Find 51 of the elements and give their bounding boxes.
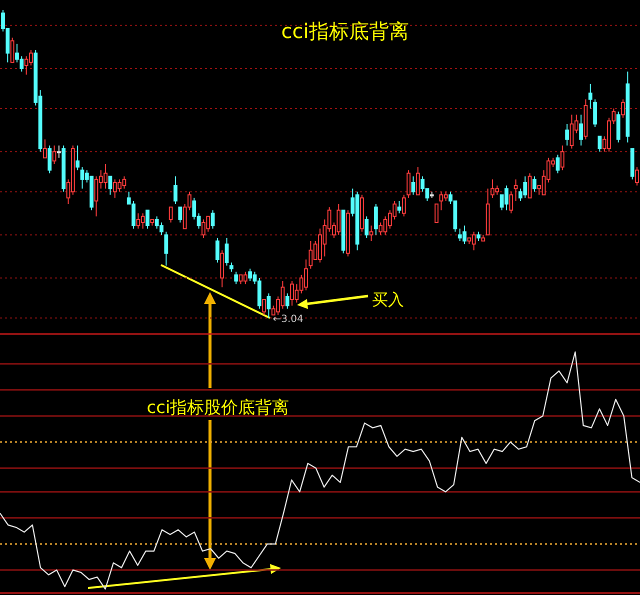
candlestick: [621, 98, 625, 118]
candlestick: [43, 138, 47, 158]
candlestick: [560, 145, 564, 171]
candlestick: [146, 210, 150, 230]
candlestick: [444, 191, 448, 202]
candlestick: [234, 271, 238, 285]
candlestick: [378, 222, 383, 236]
candlestick: [76, 145, 80, 171]
candlestick: [266, 292, 271, 318]
candlestick: [528, 172, 532, 198]
candlestick: [402, 194, 406, 217]
candlestick: [108, 176, 112, 196]
candlestick: [224, 237, 229, 266]
candlestick: [248, 268, 252, 282]
candlestick: [374, 204, 378, 236]
annotation: ←3.04: [272, 314, 304, 325]
candlestick: [476, 231, 480, 242]
candlestick: [168, 206, 173, 224]
candlestick: [514, 178, 518, 202]
candlestick: [635, 166, 639, 186]
candlestick: [588, 83, 592, 110]
candlestick: [174, 176, 178, 205]
candlestick: [397, 200, 402, 214]
candlestick: [406, 170, 411, 198]
candlestick: [285, 292, 290, 310]
candlestick: [215, 237, 220, 264]
candlestick: [210, 210, 215, 230]
candlestick: [579, 114, 584, 146]
candlestick: [593, 98, 597, 128]
candlestick: [262, 299, 266, 316]
candlestick: [52, 145, 56, 164]
candlestick: [434, 204, 438, 224]
text: cci指标底背离: [281, 19, 409, 43]
candlestick: [598, 136, 602, 152]
candlestick: [411, 176, 416, 196]
candlestick: [532, 176, 536, 192]
candlestick: [10, 37, 14, 63]
candlestick: [229, 262, 234, 272]
candlestick: [364, 216, 369, 238]
annotation: cci指标股价底背离: [146, 398, 290, 418]
candlestick: [369, 225, 374, 242]
candlestick: [243, 271, 248, 285]
candlestick: [48, 145, 52, 174]
candlestick: [164, 231, 168, 266]
candlestick: [509, 191, 514, 214]
candlestick: [416, 166, 420, 196]
candlestick: [56, 145, 61, 158]
candlestick: [556, 154, 560, 174]
candlestick: [565, 123, 570, 146]
annotation: 买入: [372, 290, 404, 309]
candlestick: [178, 206, 182, 224]
